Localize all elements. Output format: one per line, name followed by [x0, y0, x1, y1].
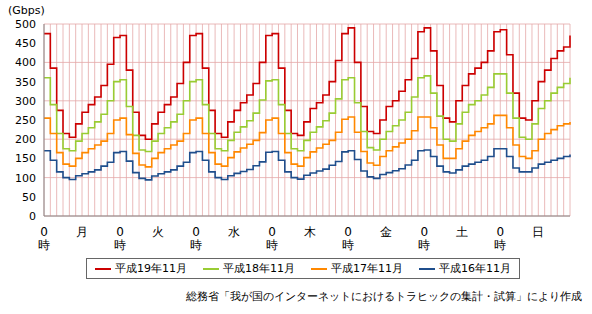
svg-text:0: 0: [29, 210, 36, 223]
svg-text:0時: 0時: [418, 225, 430, 252]
svg-text:0時: 0時: [342, 225, 354, 252]
svg-text:金: 金: [380, 225, 392, 239]
svg-text:土: 土: [456, 225, 468, 239]
svg-text:月: 月: [76, 225, 88, 239]
html-text:平成16年11月: 平成16年11月: [439, 262, 511, 275]
svg-text:0時: 0時: [266, 225, 278, 252]
html-text:平成19年11月: 平成19年11月: [115, 262, 187, 275]
svg-text:300: 300: [15, 95, 36, 108]
svg-text:木: 木: [304, 225, 316, 239]
html-text:総務省「我が国のインターネットにおけるトラヒックの集計・試算: 総務省「我が国のインターネットにおけるトラヒックの集計・試算」により作成: [186, 290, 582, 302]
svg-text:250: 250: [15, 114, 36, 127]
svg-text:200: 200: [15, 133, 36, 146]
svg-text:50: 50: [22, 191, 36, 204]
svg-text:500: 500: [15, 18, 36, 31]
svg-text:0時: 0時: [38, 225, 50, 252]
html-text:平成17年11月: 平成17年11月: [331, 262, 403, 275]
svg-text:100: 100: [15, 172, 36, 185]
svg-text:水: 水: [228, 225, 240, 239]
svg-text:日: 日: [532, 225, 544, 239]
html-text:平成18年11月: 平成18年11月: [223, 262, 295, 275]
svg-text:350: 350: [15, 76, 36, 89]
svg-text:400: 400: [15, 56, 36, 69]
svg-text:150: 150: [15, 152, 36, 165]
html-text:(Gbps): (Gbps): [8, 4, 45, 17]
svg-text:火: 火: [152, 225, 164, 239]
svg-text:0時: 0時: [494, 225, 506, 252]
svg-text:0時: 0時: [190, 225, 202, 252]
svg-text:450: 450: [15, 37, 36, 50]
svg-text:0時: 0時: [114, 225, 126, 252]
